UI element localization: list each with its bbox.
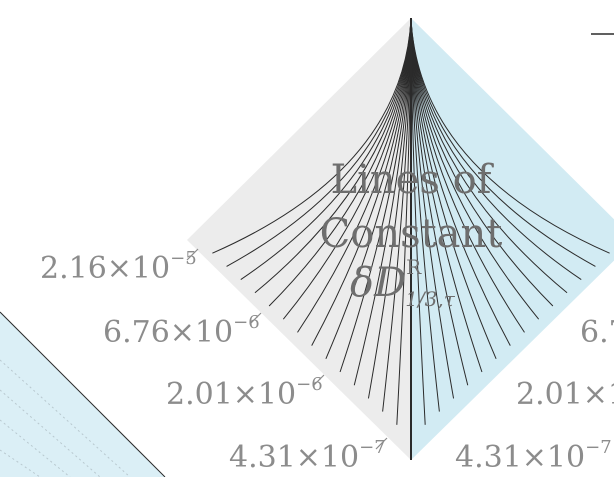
contour-line	[410, 19, 582, 281]
contour-line	[410, 19, 554, 307]
left-tick-label: 6.76×10−6	[103, 312, 260, 350]
contour-line	[282, 19, 412, 320]
contour-line	[212, 19, 412, 254]
right-tick-label: 2.01×10	[516, 377, 614, 412]
contour-line	[410, 19, 568, 294]
right-tick-label: 6.7	[580, 315, 614, 350]
panels-group	[0, 18, 614, 477]
left-tick-mark	[186, 248, 199, 261]
contour-line	[226, 19, 412, 267]
left-tick-mark	[375, 437, 388, 450]
lower-left-grid-line	[0, 359, 131, 477]
lower-left-grid-line	[0, 419, 71, 477]
left-tick-label: 2.01×10−6	[166, 374, 323, 412]
contour-line	[410, 19, 596, 267]
contour-line	[268, 19, 412, 307]
contour-line	[410, 19, 610, 254]
left-panel	[187, 18, 411, 460]
contour-lines-group	[212, 18, 610, 460]
right-panel	[411, 18, 614, 460]
left-tick-mark	[249, 312, 262, 325]
right-tick-label: 4.31×10−7	[455, 437, 612, 475]
contour-line	[240, 19, 412, 281]
lower-left-grid-line	[0, 389, 101, 477]
center-label-line: Constant	[320, 211, 503, 257]
left-tick-label: 2.16×10−5	[40, 248, 197, 286]
contour-line	[410, 19, 540, 320]
lower-left-grid-line	[0, 449, 41, 477]
center-label-line: Lines of	[331, 157, 495, 203]
contour-line	[254, 19, 412, 294]
left-tick-mark	[312, 374, 325, 387]
left-tick-label: 4.31×10−7	[229, 437, 386, 475]
lower-left-panel-edge	[0, 311, 166, 477]
